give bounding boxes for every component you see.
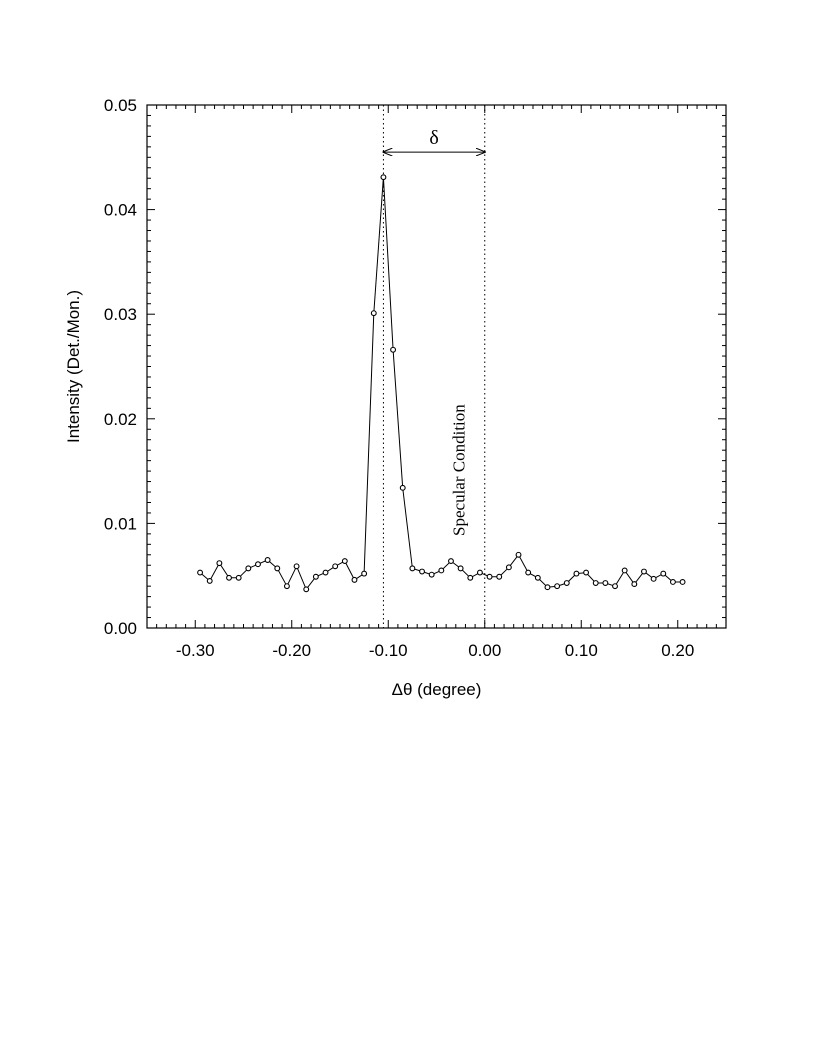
data-point xyxy=(283,583,290,590)
y-tick-label: 0.04 xyxy=(104,201,137,220)
data-point xyxy=(602,580,609,586)
x-tick-label: 0.00 xyxy=(468,641,501,660)
x-tick-label: -0.10 xyxy=(369,641,408,660)
data-point xyxy=(226,574,232,581)
data-point xyxy=(641,568,647,575)
data-point xyxy=(197,569,204,576)
data-point xyxy=(399,484,406,491)
data-point xyxy=(525,569,532,576)
data-point xyxy=(351,576,358,583)
data-point xyxy=(563,580,570,586)
y-tick-label: 0.00 xyxy=(104,619,137,638)
data-point xyxy=(515,551,522,558)
data-point xyxy=(650,575,657,582)
x-axis-label: Δθ (degree) xyxy=(392,680,482,699)
y-tick-label: 0.02 xyxy=(104,410,137,429)
data-point xyxy=(438,567,445,574)
data-point xyxy=(448,558,454,565)
data-point xyxy=(303,586,310,593)
data-point xyxy=(486,573,493,580)
data-point xyxy=(245,565,252,572)
data-point xyxy=(312,573,319,580)
data-point xyxy=(660,570,667,577)
data-point xyxy=(332,563,339,570)
data-point xyxy=(206,577,213,584)
data-point xyxy=(612,583,618,590)
data-point xyxy=(264,557,271,563)
data-point xyxy=(235,574,242,581)
plot-frame xyxy=(146,104,727,629)
y-axis-label: Intensity (Det./Mon.) xyxy=(64,290,83,443)
data-point xyxy=(467,574,474,581)
data-point xyxy=(255,561,261,568)
data-point xyxy=(505,564,512,571)
data-point xyxy=(476,569,483,576)
data-point xyxy=(370,310,377,317)
data-point xyxy=(544,584,551,591)
y-tick-label: 0.03 xyxy=(104,305,137,324)
data-point xyxy=(274,565,281,572)
data-point xyxy=(669,579,676,585)
data-point xyxy=(679,579,686,585)
y-tick-label: 0.05 xyxy=(104,96,137,115)
series-line xyxy=(199,177,683,591)
data-point xyxy=(534,574,541,581)
data-point xyxy=(419,568,425,575)
data-point xyxy=(457,565,464,572)
data-point xyxy=(496,573,503,580)
data-point xyxy=(592,580,599,586)
data-point xyxy=(341,558,348,565)
data-point xyxy=(216,560,223,567)
data-point xyxy=(361,570,368,577)
data-point xyxy=(554,583,561,590)
data-point xyxy=(573,570,580,577)
data-point xyxy=(380,174,387,181)
x-tick-label: 0.20 xyxy=(661,641,694,660)
y-tick-label: 0.01 xyxy=(104,514,137,533)
data-point xyxy=(390,346,397,353)
data-point xyxy=(583,569,590,576)
data-point xyxy=(428,571,435,578)
delta-label: δ xyxy=(429,127,438,149)
data-point xyxy=(409,565,416,572)
x-tick-label: -0.20 xyxy=(272,641,311,660)
data-point xyxy=(293,563,300,570)
x-tick-label: 0.10 xyxy=(565,641,598,660)
specular-condition-label: Specular Condition xyxy=(449,404,468,536)
data-point xyxy=(621,567,628,574)
data-point xyxy=(631,581,638,588)
data-point xyxy=(322,569,329,576)
x-tick-label: -0.30 xyxy=(176,641,215,660)
